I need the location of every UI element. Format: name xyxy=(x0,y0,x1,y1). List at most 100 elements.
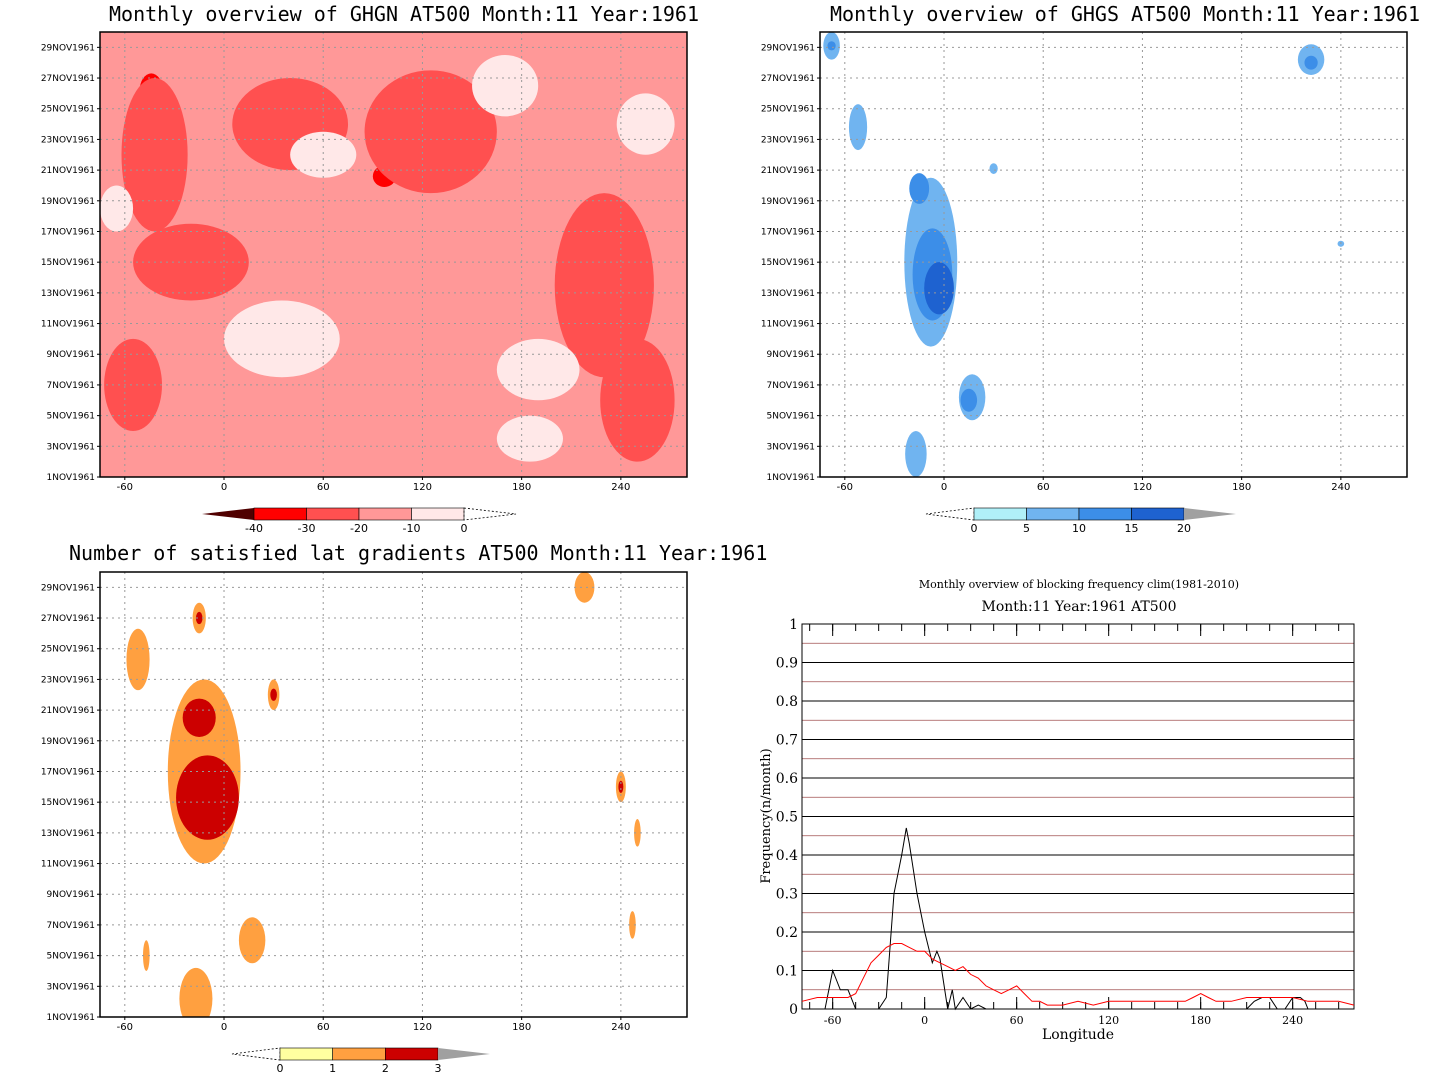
x-tick-label-3: 120 xyxy=(1133,482,1152,493)
chart-ghgn: -60 0 60 120 180 240 1NOV1961 3NOV1961 5NOV1961 7… xyxy=(41,31,688,535)
field-region-1 xyxy=(827,41,836,51)
x-tick-label-5: 240 xyxy=(611,482,630,493)
y-tick-label-6: 13NOV1961 xyxy=(41,289,95,299)
y-tick-label-12: 25NOV1961 xyxy=(41,105,95,115)
field-region-9 xyxy=(554,193,654,378)
field-region-4 xyxy=(848,104,868,151)
field-region-13 xyxy=(472,55,539,117)
colorbar-label-1: -30 xyxy=(298,522,316,535)
colorbar-arrow-low xyxy=(231,1047,281,1061)
colorbar-label-4: 20 xyxy=(1177,522,1191,535)
y-tick-label-2: 5NOV1961 xyxy=(767,412,815,422)
chart-title-ghgs: Monthly overview of GHGS AT500 Month:11 … xyxy=(830,2,1421,26)
y-tick-label-10: 21NOV1961 xyxy=(41,706,95,716)
x-tick-label-4: 180 xyxy=(512,482,531,493)
field-region-12 xyxy=(104,338,163,431)
y-tick-label-5: 11NOV1961 xyxy=(41,320,95,330)
y-tick-label-8: 17NOV1961 xyxy=(41,767,95,777)
y-tick-label-11: 23NOV1961 xyxy=(41,675,95,685)
chart-title-ghgn: Monthly overview of GHGN AT500 Month:11 … xyxy=(109,2,700,26)
colorbar-segment-3 xyxy=(411,507,465,521)
y-tick-label-7: 0.7 xyxy=(776,733,798,749)
y-tick-label-4: 9NOV1961 xyxy=(47,350,95,360)
field-layer xyxy=(823,32,1345,477)
colorbar-label-3: -10 xyxy=(403,522,421,535)
y-tick-label-0: 1NOV1961 xyxy=(47,473,95,483)
y-tick-label-13: 27NOV1961 xyxy=(41,74,95,84)
colorbar-label-0: 0 xyxy=(277,1062,284,1075)
y-tick-label-1: 3NOV1961 xyxy=(47,442,95,452)
field-region-11 xyxy=(600,338,675,462)
x-tick-label-0: -60 xyxy=(837,482,853,493)
y-tick-label-10: 1 xyxy=(789,617,798,633)
y-tick-label-3: 7NOV1961 xyxy=(47,381,95,391)
x-tick-label-2: 60 xyxy=(317,482,330,493)
chart-subtitle-blocking: Month:11 Year:1961 AT500 xyxy=(982,599,1177,615)
chart-lat-gradients: -60 0 60 120 180 2401NOV19613NOV19615NOV19617… xyxy=(41,571,688,1075)
colorbar-arrow-high xyxy=(438,1048,490,1060)
field-region-12 xyxy=(989,163,998,174)
x-tick-label-4: 180 xyxy=(512,1022,531,1033)
colorbar-label-1: 5 xyxy=(1023,522,1030,535)
colorbar-arrow-low xyxy=(925,507,975,521)
x-tick-label-2: 60 xyxy=(1037,482,1050,493)
x-tick-label-0: -60 xyxy=(824,1014,842,1027)
field-region-13 xyxy=(629,911,636,939)
field-region-0 xyxy=(574,572,595,603)
field-region-11 xyxy=(905,430,927,477)
series-line-1 xyxy=(801,943,1355,1006)
y-tick-label-5: 11NOV1961 xyxy=(41,860,95,870)
colorbar-label-3: 15 xyxy=(1125,522,1139,535)
field-region-14 xyxy=(224,300,340,378)
y-tick-label-11: 23NOV1961 xyxy=(761,135,815,145)
y-tick-label-2: 5NOV1961 xyxy=(47,412,95,422)
y-tick-label-0: 0 xyxy=(789,1002,798,1018)
colorbar-label-0: 0 xyxy=(971,522,978,535)
y-tick-label-8: 0.8 xyxy=(776,694,798,710)
y-tick-label-6: 13NOV1961 xyxy=(41,829,95,839)
y-tick-label-1: 3NOV1961 xyxy=(767,442,815,452)
y-tick-label-2: 0.2 xyxy=(776,925,798,941)
field-region-15 xyxy=(179,967,213,1017)
field-region-8 xyxy=(924,262,954,315)
colorbar-label-1: 1 xyxy=(329,1062,336,1075)
x-tick-label-4: 180 xyxy=(1190,1014,1211,1027)
x-tick-label-2: 60 xyxy=(317,1022,330,1033)
colorbar-label-0: -40 xyxy=(245,522,263,535)
x-tick-label-2: 60 xyxy=(1010,1014,1024,1027)
field-region-19 xyxy=(496,415,563,462)
y-tick-label-12: 25NOV1961 xyxy=(761,105,815,115)
y-tick-label-11: 23NOV1961 xyxy=(41,135,95,145)
y-tick-label-14: 29NOV1961 xyxy=(41,583,95,593)
y-axis-label: Frequency(n/month) xyxy=(759,748,774,883)
y-tick-label-13: 27NOV1961 xyxy=(761,74,815,84)
plot-frame xyxy=(99,571,688,1018)
field-region-2 xyxy=(195,611,203,625)
y-tick-label-14: 29NOV1961 xyxy=(761,43,815,53)
field-region-3 xyxy=(1304,55,1318,70)
chart-title-blocking: Monthly overview of blocking frequency c… xyxy=(919,578,1239,591)
field-region-14 xyxy=(142,940,150,971)
y-tick-label-5: 11NOV1961 xyxy=(761,320,815,330)
y-tick-label-0: 1NOV1961 xyxy=(767,473,815,483)
x-tick-label-3: 120 xyxy=(413,1022,432,1033)
x-tick-label-1: 0 xyxy=(921,1014,928,1027)
y-tick-label-9: 19NOV1961 xyxy=(41,737,95,747)
y-tick-label-2: 5NOV1961 xyxy=(47,952,95,962)
y-tick-label-4: 9NOV1961 xyxy=(767,350,815,360)
x-tick-label-1: 0 xyxy=(941,482,947,493)
field-region-15 xyxy=(290,131,357,178)
y-tick-label-5: 0.5 xyxy=(776,810,798,826)
field-region-17 xyxy=(616,93,675,155)
y-tick-label-7: 15NOV1961 xyxy=(41,258,95,268)
field-region-3 xyxy=(126,628,150,691)
y-tick-label-9: 19NOV1961 xyxy=(761,197,815,207)
y-tick-label-4: 0.4 xyxy=(776,848,798,864)
x-tick-label-1: 0 xyxy=(221,482,227,493)
y-tick-label-7: 15NOV1961 xyxy=(761,258,815,268)
field-region-10 xyxy=(960,388,978,412)
y-tick-label-10: 21NOV1961 xyxy=(761,166,815,176)
y-tick-label-3: 7NOV1961 xyxy=(47,921,95,931)
field-region-6 xyxy=(121,78,188,232)
